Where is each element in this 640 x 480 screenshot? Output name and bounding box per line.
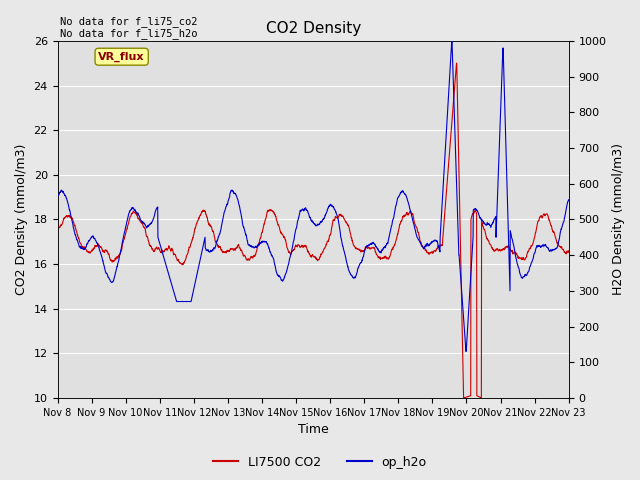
Y-axis label: CO2 Density (mmol/m3): CO2 Density (mmol/m3) xyxy=(15,144,28,295)
Y-axis label: H2O Density (mmol/m3): H2O Density (mmol/m3) xyxy=(612,144,625,295)
Text: VR_flux: VR_flux xyxy=(99,51,145,62)
Text: No data for f_li75_co2
No data for f_li75_h2o: No data for f_li75_co2 No data for f_li7… xyxy=(60,16,198,39)
Title: CO2 Density: CO2 Density xyxy=(266,21,361,36)
Legend: LI7500 CO2, op_h2o: LI7500 CO2, op_h2o xyxy=(209,451,431,474)
X-axis label: Time: Time xyxy=(298,423,328,436)
